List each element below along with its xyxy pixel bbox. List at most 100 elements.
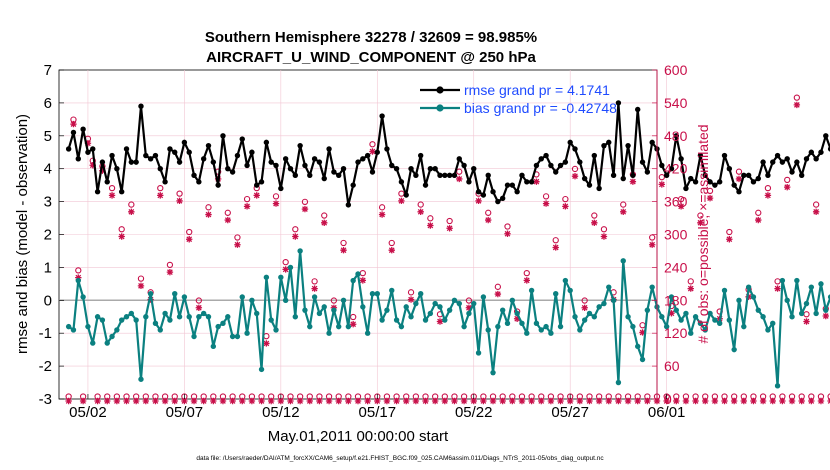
obs-assimilated-point [79,397,87,405]
obs-assimilated-point [629,178,637,185]
y-tick-right-label: 480 [664,128,688,144]
obs-assimilated-point [726,236,733,243]
bias-point [90,340,96,346]
obs-assimilated-point [750,397,757,405]
bias-point [210,343,217,350]
obs-assimilated-point [697,219,704,226]
rmse-point [94,189,101,195]
bias-point [263,274,270,280]
obs-assimilated-point [243,203,251,210]
bias-point [524,330,530,336]
obs-possible-point [330,297,338,304]
y-tick-right-label: 120 [664,325,688,341]
obs-assimilated-point [422,397,429,405]
obs-assimilated-point [658,181,666,188]
obs-assimilated-point [296,397,304,405]
obs-possible-point [494,283,502,290]
x-tick-label: 05/07 [166,404,204,421]
rmse-point [760,159,766,165]
obs-assimilated-point [388,247,395,254]
obs-possible-point [649,234,656,241]
bias-point [765,327,771,333]
bias-point [615,379,622,386]
rmse-point [196,179,202,185]
rmse-point [186,149,192,155]
obs-possible-point [658,174,665,181]
rmse-point [774,152,781,159]
rmse-point [572,146,578,152]
bias-point [336,323,342,330]
rmse-point [615,100,622,106]
rmse-point [461,162,467,169]
obs-assimilated-point [75,274,82,281]
bias-point [249,297,255,303]
obs-possible-point [784,176,791,184]
obs-assimilated-point [84,140,92,147]
bias-point [302,307,308,313]
y-tick-left-label: -2 [39,358,52,375]
bias-point [70,327,77,333]
bias-point [422,317,429,323]
bias-point [138,376,144,382]
x-tick-label: 06/01 [648,404,686,421]
bias-point [94,314,101,320]
rmse-point [210,159,217,165]
obs-assimilated-point [817,397,825,405]
obs-assimilated-point [615,397,622,405]
y-tick-left-label: -1 [39,325,52,342]
rmse-point [398,179,405,185]
bias-point [292,314,299,320]
obs-assimilated-point [354,397,362,405]
obs-possible-point [205,204,212,211]
obs-assimilated-point [456,175,463,183]
rmse-point [75,156,81,162]
obs-assimilated-point [460,397,468,405]
obs-assimilated-point [311,285,318,292]
rmse-point [606,139,612,146]
rmse-point [147,156,154,162]
bias-point [610,297,617,303]
y-tick-right-label: 540 [664,95,688,111]
obs-possible-point [726,228,733,236]
rmse-point [364,152,371,159]
obs-assimilated-point [745,293,752,301]
obs-assimilated-point [94,397,101,405]
bias-point [191,333,197,340]
bias-point [350,277,356,284]
obs-assimilated-point [552,244,559,251]
obs-assimilated-point [509,397,516,405]
rmse-point [495,198,501,205]
bias-point [398,323,405,330]
bias-point [630,323,636,330]
obs-assimilated-point [735,175,743,183]
obs-possible-point [186,228,193,236]
obs-assimilated-point [542,200,550,207]
rmse-point [480,192,487,198]
bias-point [360,304,366,310]
rmse-point [567,139,573,146]
rmse-point [287,166,294,172]
obs-assimilated-point [340,247,347,254]
obs-possible-point [234,234,241,241]
bias-point [278,274,284,280]
obs-assimilated-point [292,233,299,240]
obs-assimilated-point [494,290,502,298]
bias-point [326,330,332,336]
rmse-point [403,192,409,198]
obs-assimilated-point [808,397,815,405]
obs-assimilated-point [267,397,275,405]
obs-assimilated-point [600,233,608,240]
obs-assimilated-point [441,397,449,405]
rmse-point [268,159,274,165]
bias-point [408,314,414,320]
obs-assimilated-point [668,310,675,317]
rmse-point [220,133,226,139]
x-tick-label: 05/17 [359,404,397,421]
obs-possible-point [827,393,830,400]
rmse-point [784,156,790,162]
obs-assimilated-point [644,397,651,405]
obs-possible-point [812,201,820,208]
bias-point [258,366,265,373]
rmse-point [548,162,554,169]
obs-assimilated-point [190,397,198,405]
